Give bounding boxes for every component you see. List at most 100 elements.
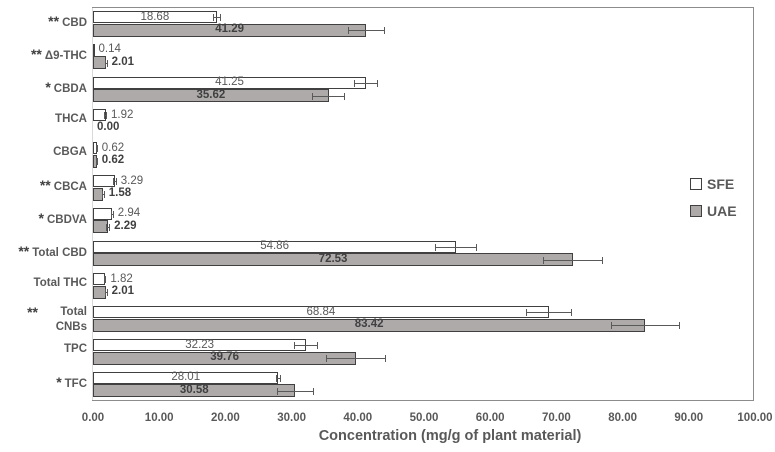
significance-marker: ** bbox=[39, 177, 51, 193]
category-name: THCA bbox=[55, 113, 87, 126]
error-bar-sfe bbox=[525, 309, 573, 317]
category-label: ** Total CNBs bbox=[27, 305, 87, 335]
legend-item-uae: UAE bbox=[690, 203, 737, 219]
bar-sfe bbox=[93, 207, 113, 220]
x-tick-label: 50.00 bbox=[409, 412, 439, 424]
category-label: ** Total CBD bbox=[18, 242, 87, 261]
x-tick-label: 90.00 bbox=[674, 412, 704, 424]
value-label-uae: 0.00 bbox=[97, 121, 120, 134]
category-label: THCA bbox=[55, 112, 87, 127]
error-bar-uae bbox=[610, 322, 680, 330]
category-label: CBGA bbox=[53, 145, 87, 160]
category-name: Total THC bbox=[33, 277, 87, 290]
x-tick-label: 20.00 bbox=[211, 412, 240, 424]
error-bar-sfe bbox=[96, 145, 99, 153]
value-label-sfe: 0.62 bbox=[101, 141, 125, 154]
error-bar-sfe bbox=[112, 178, 117, 185]
error-bar-sfe bbox=[275, 374, 282, 382]
x-tick-label: 60.00 bbox=[475, 412, 505, 424]
error-bar-uae bbox=[312, 92, 346, 100]
value-label-uae: 2.01 bbox=[111, 285, 135, 298]
legend-label-sfe: SFE bbox=[707, 176, 735, 192]
bar-sfe bbox=[93, 175, 115, 187]
value-label-sfe: 18.68 bbox=[140, 10, 170, 23]
significance-marker: * bbox=[38, 209, 44, 226]
legend-swatch-uae bbox=[690, 205, 702, 217]
value-label-sfe: 68.84 bbox=[306, 305, 336, 318]
category-name: Total CNBs bbox=[55, 306, 87, 334]
legend-label-uae: UAE bbox=[707, 203, 737, 219]
x-tick-label: 40.00 bbox=[343, 412, 373, 424]
value-label-uae: 41.29 bbox=[215, 23, 245, 35]
x-tick-label: 30.00 bbox=[277, 412, 306, 424]
legend-swatch-sfe bbox=[690, 178, 702, 190]
category-label: TPC bbox=[64, 342, 87, 357]
category-name: CBDVA bbox=[46, 213, 87, 226]
value-label-sfe: 32.23 bbox=[185, 338, 215, 351]
significance-marker: ** bbox=[18, 242, 30, 259]
category-label: * CBDA bbox=[45, 78, 87, 97]
error-bar-uae bbox=[347, 27, 385, 34]
category-name: CBCA bbox=[53, 181, 87, 193]
error-bar-uae bbox=[106, 223, 111, 231]
value-label-sfe: 3.29 bbox=[120, 174, 144, 187]
category-name: TPC bbox=[64, 343, 87, 355]
category-name: Δ9-THC bbox=[44, 49, 87, 62]
value-label-sfe: 1.82 bbox=[110, 272, 133, 285]
error-bar-sfe bbox=[111, 210, 114, 218]
value-label-uae: 72.53 bbox=[318, 252, 348, 265]
significance-marker: * bbox=[45, 78, 51, 95]
plot-area bbox=[92, 7, 754, 401]
category-label: ** Δ9-THC bbox=[30, 45, 87, 64]
legend-item-sfe: SFE bbox=[690, 176, 734, 192]
value-label-uae: 83.42 bbox=[354, 318, 384, 331]
category-label: * TFC bbox=[56, 373, 87, 392]
value-label-uae: 39.76 bbox=[210, 351, 239, 363]
category-label: ** CBD bbox=[48, 14, 87, 31]
category-label: ** CBCA bbox=[40, 178, 87, 195]
error-bar-sfe bbox=[212, 14, 221, 21]
x-tick-label: 10.00 bbox=[144, 412, 174, 424]
value-label-uae: 2.01 bbox=[111, 55, 135, 68]
value-label-sfe: 0.14 bbox=[98, 43, 121, 56]
category-name: CBD bbox=[62, 17, 87, 29]
value-label-uae: 35.62 bbox=[196, 88, 226, 101]
significance-marker: * bbox=[56, 373, 62, 390]
value-label-sfe: 2.94 bbox=[117, 207, 141, 220]
category-name: TFC bbox=[64, 377, 87, 390]
value-label-uae: 2.29 bbox=[114, 219, 137, 232]
error-bar-uae bbox=[102, 191, 105, 198]
bar-sfe bbox=[93, 43, 95, 56]
x-tick-label: 80.00 bbox=[608, 412, 637, 424]
x-tick-label: 70.00 bbox=[542, 412, 571, 424]
value-label-uae: 30.58 bbox=[179, 383, 209, 396]
category-label: * CBDVA bbox=[38, 209, 88, 228]
value-label-sfe: 1.92 bbox=[111, 108, 134, 121]
error-bar-uae bbox=[104, 289, 108, 297]
error-bar-sfe bbox=[434, 243, 478, 251]
error-bar-uae bbox=[96, 158, 99, 166]
significance-marker: ** bbox=[30, 45, 42, 62]
error-bar-sfe bbox=[294, 342, 319, 349]
x-tick-label: 100.00 bbox=[737, 412, 773, 424]
category-label: Total THC bbox=[34, 276, 87, 291]
value-label-uae: 1.58 bbox=[108, 187, 132, 199]
category-name: CBGA bbox=[53, 146, 87, 159]
x-axis-title: Concentration (mg/g of plant material) bbox=[318, 428, 582, 444]
significance-marker: ** bbox=[48, 13, 60, 29]
value-label-sfe: 41.25 bbox=[215, 76, 244, 89]
error-bar-uae bbox=[276, 387, 315, 395]
error-bar-sfe bbox=[104, 112, 108, 120]
x-tick-label: 0.00 bbox=[81, 412, 105, 424]
y-axis-line bbox=[92, 7, 93, 401]
error-bar-uae bbox=[543, 256, 603, 264]
error-bar-sfe bbox=[103, 276, 107, 284]
error-bar-sfe bbox=[354, 79, 378, 87]
significance-marker: ** bbox=[27, 304, 38, 321]
error-bar-uae bbox=[104, 59, 108, 67]
category-name: CBDA bbox=[53, 82, 87, 95]
value-label-sfe: 54.86 bbox=[260, 240, 289, 253]
error-bar-uae bbox=[326, 355, 386, 362]
value-label-uae: 0.62 bbox=[101, 154, 125, 167]
